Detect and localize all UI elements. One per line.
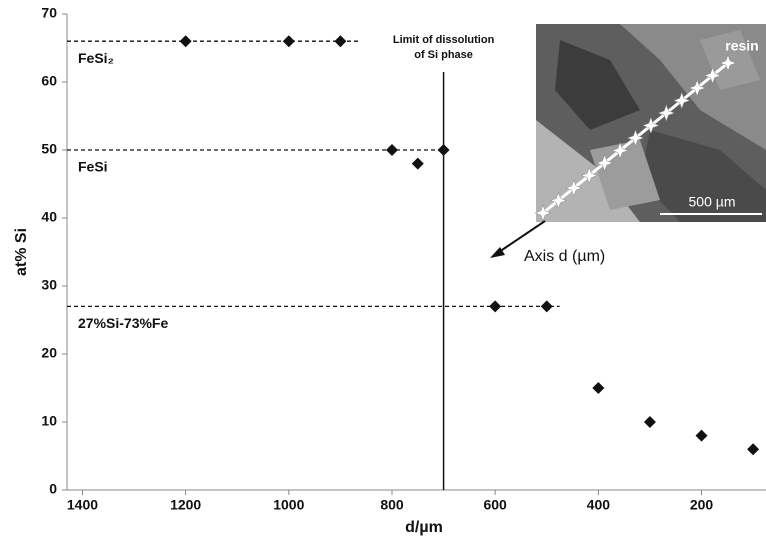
y-tick-label: 60 xyxy=(41,73,57,89)
inset-star xyxy=(688,79,706,97)
point xyxy=(592,382,605,394)
point xyxy=(437,144,450,156)
point xyxy=(747,443,760,456)
inset-star xyxy=(595,154,614,172)
point xyxy=(695,429,708,442)
inset-star xyxy=(673,91,691,110)
inset-star xyxy=(549,191,568,210)
inset-star xyxy=(642,116,660,135)
inset-star xyxy=(657,104,676,122)
y-axis-label: at% Si xyxy=(13,228,30,276)
point xyxy=(540,300,553,313)
reference-label: FeSi xyxy=(78,159,108,175)
point xyxy=(489,300,502,313)
inset-star xyxy=(719,54,737,72)
reference-label: 27%Si-73%Fe xyxy=(78,315,168,331)
inset-star xyxy=(611,141,629,160)
point xyxy=(411,157,424,170)
x-tick-label: 1000 xyxy=(273,497,304,513)
inset-star xyxy=(626,129,645,147)
inset-star xyxy=(534,204,552,222)
vertical-line-label: Limit of dissolution xyxy=(393,34,495,46)
y-tick-label: 30 xyxy=(41,277,57,293)
y-tick-label: 70 xyxy=(41,5,57,21)
x-tick-label: 1400 xyxy=(67,497,98,513)
vertical-line-label: of Si phase xyxy=(414,49,473,61)
arrow xyxy=(495,220,546,255)
point xyxy=(282,35,295,48)
x-tick-label: 800 xyxy=(380,497,404,513)
inset-caption: Axis d (µm) xyxy=(524,248,605,265)
inset-label: 500 µm xyxy=(689,194,736,210)
inset-label: resin xyxy=(725,38,758,54)
x-tick-label: 1200 xyxy=(170,497,201,513)
inset-star xyxy=(580,166,599,185)
point xyxy=(334,35,347,48)
point xyxy=(179,35,192,48)
x-tick-label: 400 xyxy=(587,497,611,513)
arrow-head xyxy=(490,247,505,258)
inset-star xyxy=(565,179,583,197)
y-tick-label: 0 xyxy=(49,481,57,497)
x-axis-label: d/µm xyxy=(405,519,443,536)
reference-label: FeSi₂ xyxy=(78,50,114,66)
y-tick-label: 10 xyxy=(41,413,57,429)
point xyxy=(643,416,656,428)
x-tick-label: 600 xyxy=(483,497,507,513)
y-tick-label: 20 xyxy=(41,345,57,361)
y-tick-label: 40 xyxy=(41,209,57,225)
inset-star xyxy=(703,66,722,85)
x-tick-label: 200 xyxy=(690,497,714,513)
point xyxy=(385,144,398,156)
y-tick-label: 50 xyxy=(41,141,57,157)
